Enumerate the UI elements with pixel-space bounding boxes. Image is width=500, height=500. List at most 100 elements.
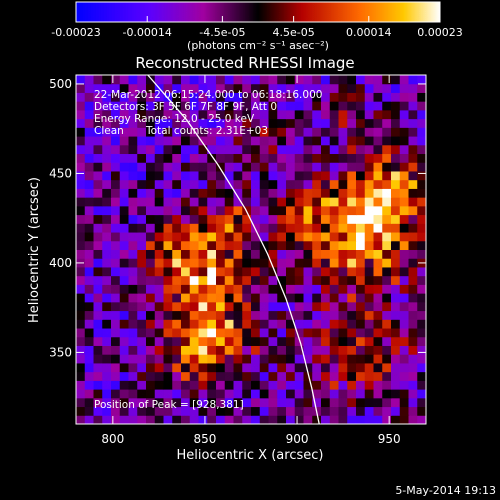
heatmap-cell [111, 258, 121, 268]
heatmap-cell [172, 153, 182, 163]
heatmap-cell [207, 293, 217, 303]
heatmap-cell [172, 284, 182, 294]
heatmap-cell [294, 188, 304, 198]
heatmap-cell [119, 406, 129, 416]
heatmap-cell [146, 214, 156, 224]
heatmap-cell [321, 127, 331, 137]
heatmap-cell [373, 136, 383, 146]
heatmap-cell [137, 240, 147, 250]
heatmap-cell [137, 136, 147, 146]
heatmap-cell [277, 170, 287, 181]
heatmap-cell [312, 258, 322, 268]
heatmap-cell [312, 109, 322, 120]
heatmap-cell [356, 109, 366, 120]
heatmap-cell [119, 362, 129, 373]
heatmap-cell [102, 345, 112, 355]
heatmap-cell [137, 380, 147, 390]
heatmap-cell [329, 144, 339, 155]
heatmap-cell [154, 354, 164, 364]
heatmap-cell [189, 310, 199, 320]
heatmap-cell [198, 389, 208, 399]
heatmap-cell [76, 249, 86, 259]
heatmap-cell [391, 275, 401, 285]
heatmap-cell [154, 170, 164, 181]
heatmap-cell [321, 266, 331, 277]
heatmap-cell [207, 415, 217, 424]
heatmap-cell [303, 310, 313, 320]
heatmap-cell [294, 162, 304, 172]
heatmap-cell [382, 328, 392, 338]
heatmap-cell [312, 301, 322, 312]
heatmap-cell [286, 284, 296, 294]
heatmap-cell [146, 197, 156, 207]
heatmap-cell [408, 371, 418, 381]
heatmap-cell [84, 293, 94, 303]
heatmap-cell [216, 214, 226, 224]
heatmap-cell [137, 153, 147, 163]
heatmap-cell [408, 179, 418, 189]
heatmap-cell [286, 371, 296, 381]
heatmap-cell [303, 109, 313, 120]
heatmap-cell [347, 301, 357, 312]
heatmap-cell [198, 354, 208, 364]
heatmap-cell [391, 345, 401, 355]
heatmap-cell [286, 188, 296, 198]
heatmap-cell [312, 136, 322, 146]
heatmap-cell [338, 275, 348, 285]
heatmap-cell [119, 118, 129, 128]
heatmap-cell [364, 179, 374, 189]
heatmap-cell [172, 127, 182, 137]
heatmap-cell [277, 389, 287, 399]
heatmap-cell [391, 109, 401, 120]
heatmap-cell [128, 249, 138, 259]
heatmap-cell [329, 258, 339, 268]
heatmap-cell [137, 101, 147, 111]
heatmap-cell [259, 310, 269, 320]
heatmap-cell [408, 75, 418, 85]
heatmap-cell [312, 415, 322, 424]
heatmap-cell [224, 75, 234, 85]
heatmap-cell [408, 223, 418, 233]
heatmap-cell [347, 415, 357, 424]
heatmap-cell [382, 362, 392, 373]
heatmap-cell [207, 170, 217, 181]
heatmap-cell [181, 162, 191, 172]
heatmap-cell [233, 179, 243, 189]
heatmap-cell [312, 389, 322, 399]
heatmap-cell [364, 293, 374, 303]
heatmap-cell [111, 75, 121, 85]
heatmap-cell [224, 406, 234, 416]
heatmap-cell [364, 362, 374, 373]
heatmap-cell [181, 371, 191, 381]
heatmap-cell [268, 153, 278, 163]
heatmap-cell [128, 83, 138, 93]
heatmap-cell [198, 258, 208, 268]
heatmap-cell [111, 266, 121, 277]
heatmap-cell [391, 371, 401, 381]
heatmap-cell [93, 127, 103, 137]
heatmap-cell [356, 389, 366, 399]
heatmap-cell [242, 205, 252, 216]
heatmap-cell [93, 205, 103, 216]
heatmap-cell [329, 319, 339, 329]
heatmap-cell [119, 83, 129, 93]
heatmap-cell [111, 179, 121, 189]
heatmap-cell [172, 205, 182, 216]
heatmap-cell [373, 101, 383, 111]
heatmap-cell [347, 328, 357, 338]
heatmap-cell [233, 92, 243, 102]
heatmap-cell [321, 153, 331, 163]
heatmap-cell [154, 179, 164, 189]
heatmap-cell [172, 345, 182, 355]
heatmap-cell [251, 92, 261, 102]
heatmap-cell [111, 170, 121, 181]
heatmap-cell [321, 101, 331, 111]
heatmap-cell [399, 188, 409, 198]
heatmap-cell [364, 380, 374, 390]
heatmap-cell [286, 362, 296, 373]
colorbar: -0.00023 -0.00014 -4.5e-05 4.5e-05 0.00014 0.… [51, 1, 463, 52]
heatmap-cell [181, 319, 191, 329]
heatmap-cell [181, 336, 191, 346]
heatmap-cell [391, 144, 401, 155]
heatmap-cell [259, 214, 269, 224]
